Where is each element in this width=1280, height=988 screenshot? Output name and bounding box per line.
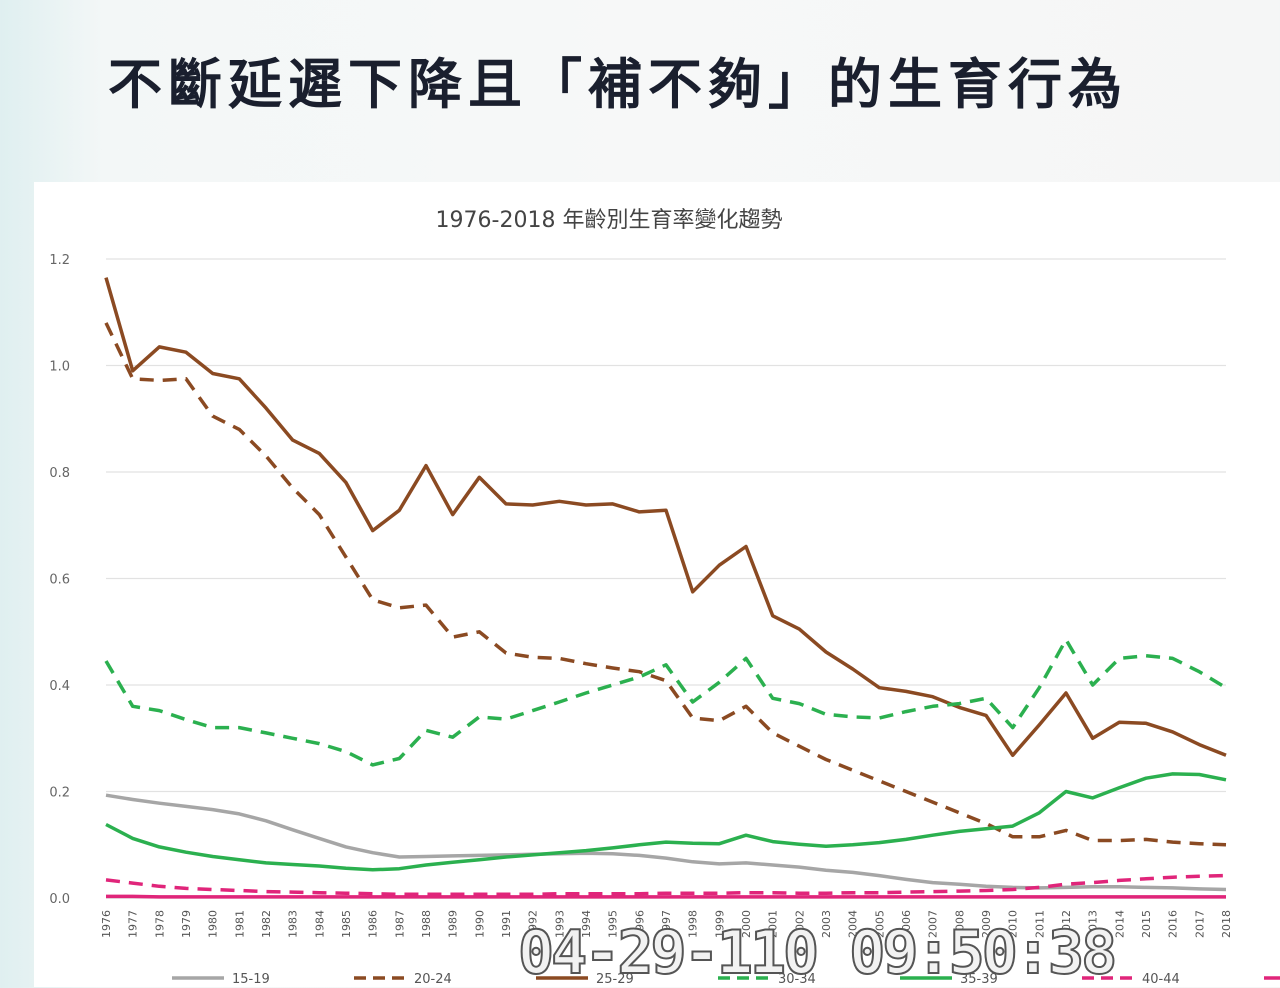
line-chart: 1976-2018 年齡別生育率變化趨勢 0.0 0.2 0.4 0.6 0.8 1.0 1… [49,208,1280,987]
x-tick-label: 1986 [367,910,380,938]
x-tick-label: 2017 [1193,910,1206,938]
x-tick-label: 1978 [153,910,166,938]
series-line-30-34 [104,637,1227,767]
x-tick-label: 2009 [980,910,993,938]
y-tick-label: 1.2 [49,253,70,268]
series-line-20-24 [104,322,1227,847]
series-line-40-44 [105,873,1227,897]
x-tick-label: 1977 [127,910,140,938]
x-tick-label: 2004 [847,910,860,938]
y-tick-label: 0.2 [49,786,70,801]
x-tick-label: 1991 [500,910,513,938]
x-tick-label: 2015 [1140,910,1153,938]
series-lines [104,277,1227,899]
x-tick-label: 1993 [553,910,566,938]
x-tick-label: 2008 [953,910,966,938]
x-tick-label: 2014 [1113,910,1126,938]
x-tick-label: 2011 [1033,910,1046,938]
x-tick-label: 1996 [633,910,646,938]
legend-label: 15-19 [232,972,270,987]
x-tick-label: 1984 [313,910,326,938]
series-line-25-29 [104,277,1227,758]
gridlines [106,258,1226,899]
x-tick-label: 1997 [660,910,673,938]
x-tick-label: 2001 [767,910,780,938]
video-timestamp: 04-29-110 09:50:38 [517,917,1118,988]
x-tick-label: 1982 [260,910,273,938]
x-axis-ticks: 1976 1977 1978 1979 1980 1981 1982 1983 1984 1985… [100,910,1233,938]
series-line-35-39 [105,772,1227,872]
x-tick-label: 1994 [580,910,593,938]
x-tick-label: 2013 [1087,910,1100,938]
x-tick-label: 1980 [207,910,220,938]
x-tick-label: 1983 [287,910,300,938]
x-tick-label: 2006 [900,910,913,938]
y-tick-label: 0.6 [49,573,70,588]
x-tick-label: 1995 [607,910,620,938]
series-line-45-49 [106,894,1226,899]
x-tick-label: 2018 [1220,910,1233,938]
x-tick-label: 1976 [100,910,113,938]
legend-label: 25-29 [596,972,634,987]
x-tick-label: 1998 [687,910,700,938]
x-tick-label: 1985 [340,910,353,938]
x-tick-label: 1981 [233,910,246,938]
x-tick-label: 1988 [420,910,433,938]
x-tick-label: 2003 [820,910,833,938]
slide-title: 不斷延遲下降且「補不夠」的生育行為 [108,52,1128,116]
legend-label: 40-44 [1142,972,1180,987]
x-tick-label: 2010 [1007,910,1020,938]
x-tick-label: 1989 [447,910,460,938]
x-tick-label: 1990 [473,910,486,938]
y-axis-ticks: 0.0 0.2 0.4 0.6 0.8 1.0 1.2 [49,253,70,907]
legend: 15-19 20-24 25-29 30-34 35-39 40-44 [172,972,1280,987]
y-tick-label: 1.0 [49,360,70,375]
x-tick-label: 2012 [1060,910,1073,938]
y-tick-label: 0.0 [49,892,70,907]
x-tick-label: 2005 [873,910,886,938]
x-tick-label: 1987 [393,910,406,938]
x-tick-label: 1992 [527,910,540,938]
x-tick-label: 1979 [180,910,193,938]
chart-title: 1976-2018 年齡別生育率變化趨勢 [436,208,783,233]
x-tick-label: 2002 [793,910,806,938]
y-tick-label: 0.8 [49,466,70,481]
legend-label: 30-34 [778,972,816,987]
y-tick-label: 0.4 [49,679,70,694]
x-tick-label: 1999 [713,910,726,938]
legend-label: 35-39 [960,972,998,987]
x-tick-label: 2016 [1167,910,1180,938]
chart-panel: 1976-2018 年齡別生育率變化趨勢 0.0 0.2 0.4 0.6 0.8 1.0 1… [34,182,1280,987]
x-tick-label: 2007 [927,910,940,938]
x-tick-label: 2000 [740,910,753,938]
legend-label: 20-24 [414,972,452,987]
